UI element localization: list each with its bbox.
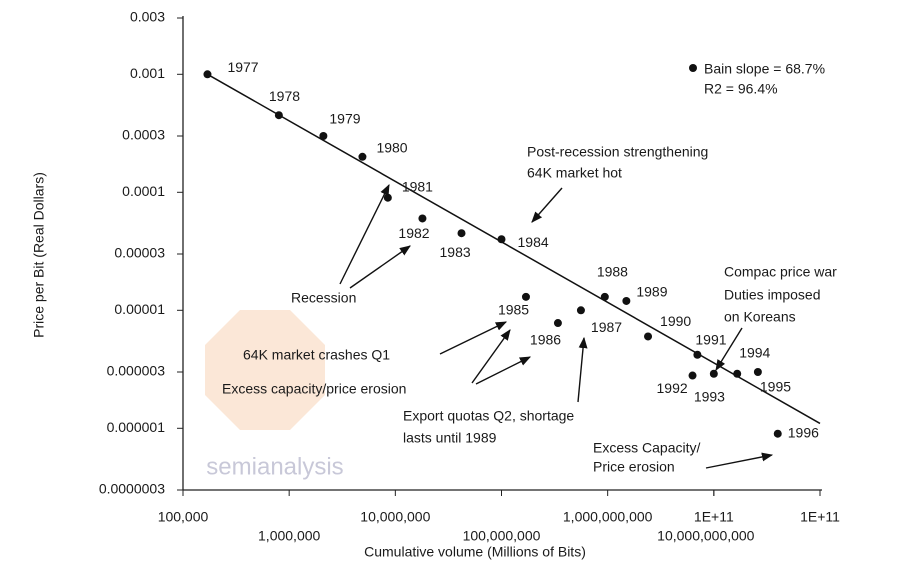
data-point [358,152,367,161]
point-label: 1980 [376,139,407,155]
annotation: Recession [291,290,356,306]
watermark: semianalysis [206,453,343,480]
point-label: 1995 [760,379,791,395]
point-label: 1996 [788,424,819,440]
point-label: 1989 [636,284,667,300]
point-label: 1993 [694,388,725,404]
y-tick-label: 0.003 [130,9,165,25]
stats-text: Bain slope = 68.7% [704,61,825,77]
data-point [203,70,212,79]
data-point [644,332,653,341]
x-tick-label: 10,000,000,000 [657,528,755,544]
point-label: 1982 [398,225,429,241]
data-point [274,111,283,120]
data-point [688,371,697,380]
y-tick-label: 0.000001 [107,419,166,435]
annotation: Post-recession strengthening [527,144,708,160]
point-label: 1981 [402,178,433,194]
annotation-arrow [471,329,511,384]
x-tick-label: 10,000,000 [360,509,430,525]
x-tick-label: 1E+11 [694,509,734,525]
point-label: 1994 [739,344,770,360]
y-tick-label: 0.00001 [114,301,165,317]
data-point [733,369,742,378]
annotation: Export quotas Q2, shortage [403,408,574,424]
x-tick-label: 1,000,000,000 [563,509,653,525]
watermark-logo [205,310,325,430]
data-point [576,306,585,315]
x-axis-title: Cumulative volume (Millions of Bits) [364,544,586,560]
data-point [709,369,718,378]
y-tick-label: 0.0000003 [99,481,165,497]
y-tick-label: 0.000003 [107,363,166,379]
data-point [622,296,631,305]
y-tick-label: 0.0003 [122,127,165,143]
x-tick-label: 1E+11 [800,509,840,525]
data-point [600,292,609,301]
x-tick-label: 100,000,000 [463,528,541,544]
annotation-arrow [577,336,588,403]
y-axis-title: Price per Bit (Real Dollars) [31,172,47,338]
point-label: 1991 [695,331,726,347]
stats-text: R2 = 96.4% [704,81,778,97]
annotation: 64K market crashes Q1 [243,347,390,363]
data-point [457,229,466,238]
point-label: 1977 [227,59,258,75]
point-label: 1986 [530,332,561,348]
point-label: 1988 [597,264,628,280]
y-tick-label: 0.00003 [114,245,165,261]
annotation: Duties imposed [724,287,821,303]
x-tick-label: 100,000 [158,509,209,525]
annotation: lasts until 1989 [403,430,497,446]
data-point [497,235,506,244]
y-tick-label: 0.001 [130,65,165,81]
annotation: Excess capacity/price erosion [222,381,406,397]
point-label: 1987 [591,319,622,335]
annotation: Compac price war [724,264,837,280]
annotation-arrow [439,321,508,355]
annotation-arrow [531,187,563,223]
data-point [383,193,392,202]
point-label: 1979 [329,111,360,127]
data-point [773,429,782,438]
stats-marker [689,64,697,72]
data-point [418,214,427,223]
point-label: 1978 [269,88,300,104]
annotation-arrow [715,327,743,371]
x-tick-label: 1,000,000 [258,528,320,544]
data-point [319,132,328,140]
data-point [521,292,530,301]
annotation-arrow [475,356,532,385]
annotation-arrow [705,452,774,469]
annotation: on Koreans [724,309,796,325]
point-label: 1985 [498,302,529,318]
point-label: 1983 [440,244,471,260]
annotation: Excess Capacity/ [593,440,700,456]
point-label: 1990 [660,313,691,329]
data-point [753,368,762,376]
annotation-arrow [339,183,390,285]
annotation: Price erosion [593,459,675,475]
annotation-arrow [349,245,411,289]
annotation: 64K market hot [527,165,622,181]
point-label: 1992 [657,380,688,396]
y-tick-label: 0.0001 [122,183,165,199]
data-point [553,319,562,328]
data-point [693,350,702,359]
point-label: 1984 [518,234,549,250]
